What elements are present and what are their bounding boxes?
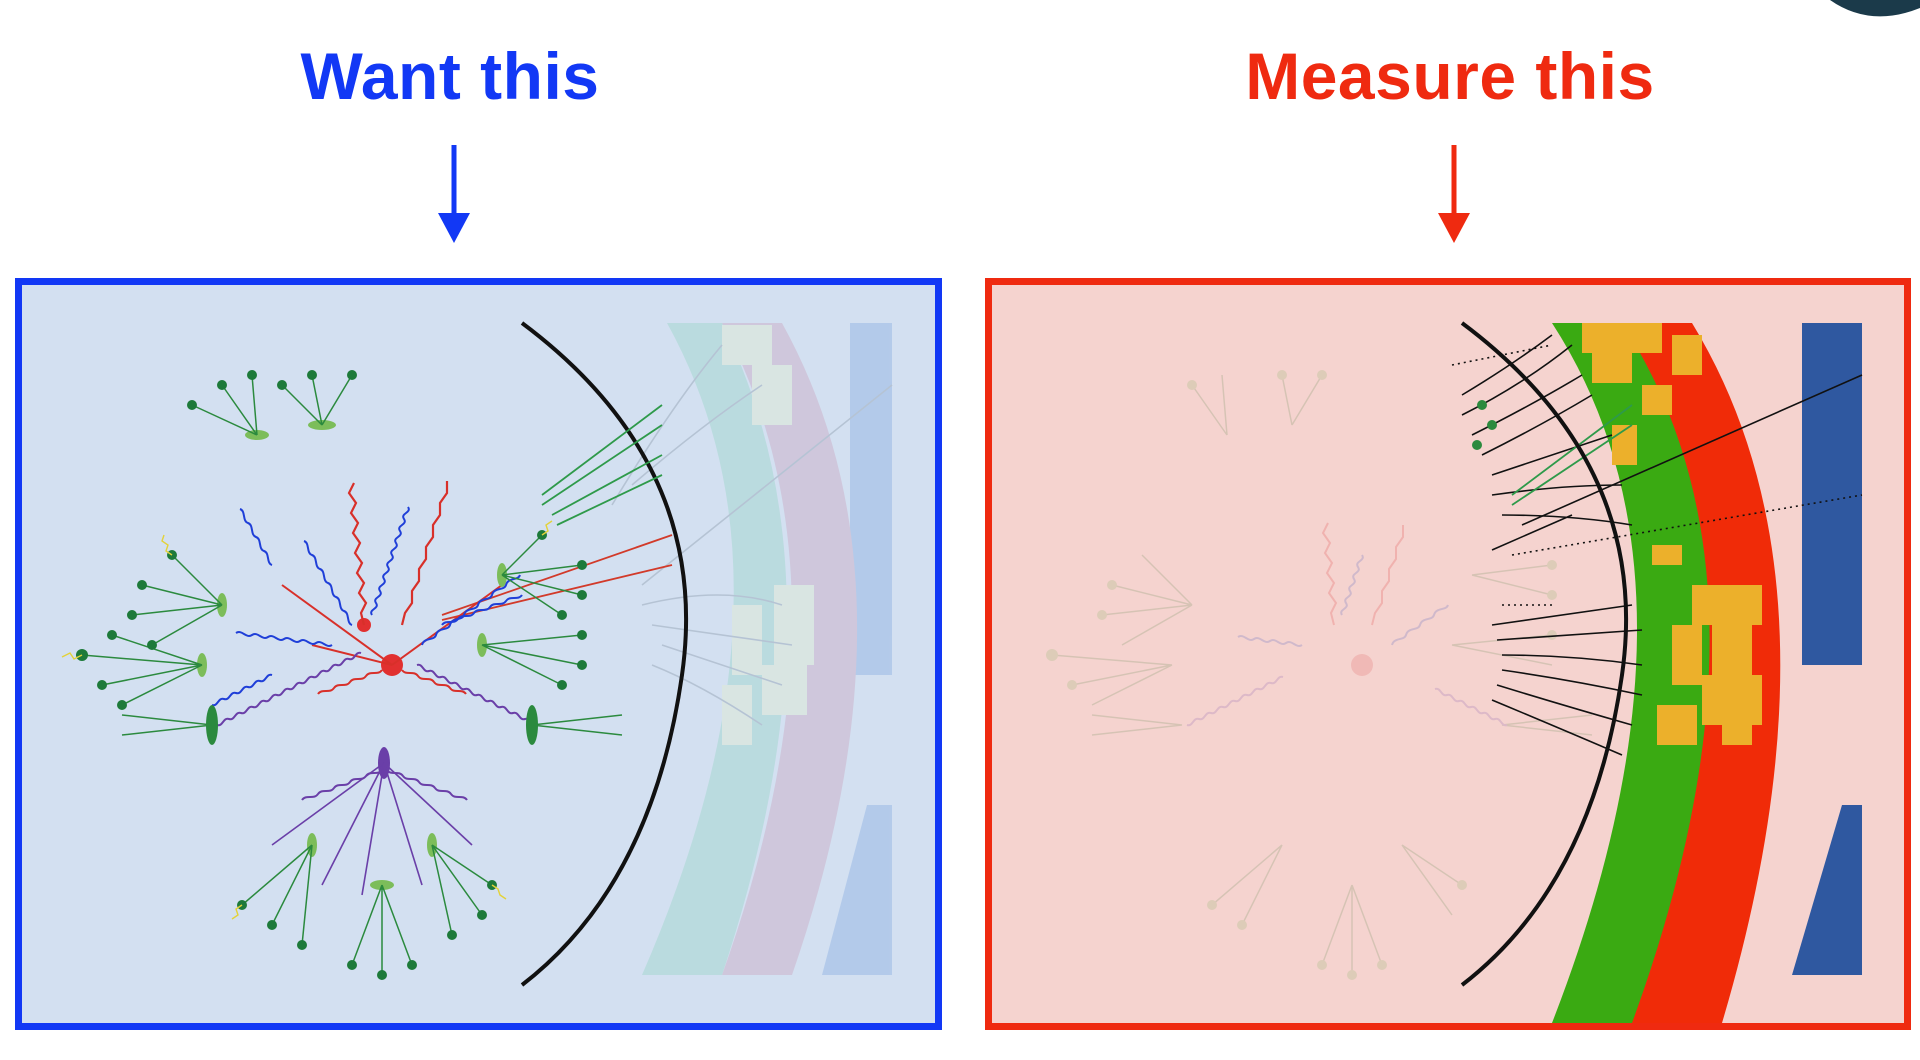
faded-tracks xyxy=(611,344,893,726)
detector-tracks xyxy=(1461,334,1863,756)
detector-boundary xyxy=(520,321,689,987)
panel-edge-mask xyxy=(1862,285,1904,1023)
photon-lines xyxy=(347,481,449,626)
red-springs xyxy=(317,669,467,695)
muon-chamber xyxy=(1792,805,1862,975)
want-this-panel xyxy=(15,278,942,1030)
energy-deposits xyxy=(1582,323,1762,745)
muon-chamber xyxy=(822,805,892,975)
detector-boundary xyxy=(1460,321,1629,987)
soft-photons xyxy=(61,520,553,920)
calorimeter-band xyxy=(722,323,858,975)
track-hits xyxy=(1472,400,1497,450)
muon-chamber xyxy=(1802,323,1862,665)
down-arrow-icon xyxy=(1438,145,1470,243)
dotted-tracks xyxy=(1451,344,1863,606)
red-lines xyxy=(281,584,503,666)
corner-decoration xyxy=(1830,0,1920,17)
measure-this-panel xyxy=(985,278,1911,1030)
tracker-band xyxy=(642,323,787,975)
muon-chamber xyxy=(850,323,892,675)
tracker-band xyxy=(1552,323,1710,1023)
panel-background xyxy=(22,285,935,1023)
green-tracks xyxy=(541,404,663,526)
faded-event xyxy=(1046,370,1593,980)
measure-this-heading: Measure this xyxy=(1245,39,1655,113)
hadron-lines xyxy=(81,374,623,975)
green-tracks xyxy=(1511,404,1633,506)
faded-detector-layers xyxy=(611,323,893,975)
want-this-heading: Want this xyxy=(300,39,600,113)
purple-lines xyxy=(271,762,473,896)
hadron-dots xyxy=(76,370,587,980)
event-diagram xyxy=(22,285,935,1023)
gluon-springs xyxy=(211,506,523,707)
down-arrow-icon xyxy=(438,145,470,243)
detector-diagram xyxy=(992,285,1904,1023)
energy-deposits xyxy=(722,325,814,745)
